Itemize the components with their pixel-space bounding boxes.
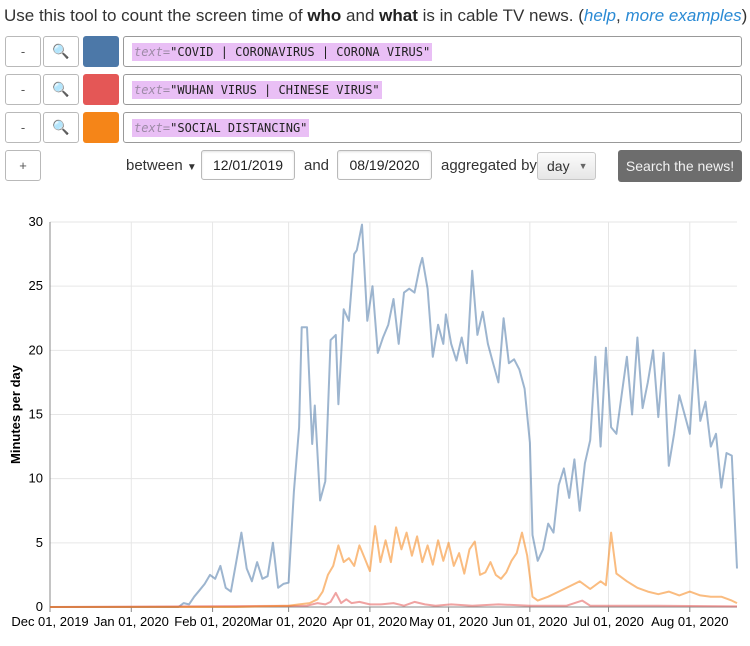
- remove-query-button[interactable]: -: [5, 74, 41, 105]
- query-text: text="SOCIAL DISTANCING": [132, 118, 310, 137]
- y-tick-label: 15: [29, 407, 43, 422]
- query-key: text=: [134, 82, 171, 97]
- series-line-2: [50, 525, 738, 608]
- intro-prefix: Use this tool to count the screen time o…: [4, 6, 308, 25]
- query-input[interactable]: text="SOCIAL DISTANCING": [123, 112, 742, 143]
- query-color-swatch[interactable]: [83, 74, 119, 105]
- query-key: text=: [134, 120, 171, 135]
- x-tick-label: Mar 01, 2020: [250, 614, 327, 629]
- search-icon: 🔍: [52, 81, 70, 97]
- intro-comma: ,: [616, 6, 626, 25]
- query-value: "SOCIAL DISTANCING": [170, 120, 308, 135]
- query-color-swatch[interactable]: [83, 112, 119, 143]
- search-icon: 🔍: [52, 43, 70, 59]
- caret-down-icon: ▼: [186, 162, 197, 173]
- query-text: text="WUHAN VIRUS | CHINESE VIRUS": [132, 80, 382, 99]
- aggregation-value: day: [547, 158, 570, 174]
- x-tick-label: Jun 01, 2020: [492, 614, 567, 629]
- x-tick-label: Aug 01, 2020: [651, 614, 728, 629]
- y-tick-label: 25: [29, 278, 43, 293]
- y-axis-title: Minutes per day: [8, 364, 23, 464]
- search-news-button[interactable]: Search the news!: [618, 150, 742, 182]
- query-input[interactable]: text="COVID | CORONAVIRUS | CORONA VIRUS…: [123, 36, 742, 67]
- y-tick-label: 30: [29, 214, 43, 229]
- end-date-input[interactable]: 08/19/2020: [337, 150, 432, 180]
- y-tick-label: 10: [29, 471, 43, 486]
- chevron-down-icon: ▼: [578, 161, 588, 171]
- query-value: "WUHAN VIRUS | CHINESE VIRUS": [170, 82, 380, 97]
- intro-suffix: is in cable TV news. (: [417, 6, 584, 25]
- x-tick-label: Apr 01, 2020: [333, 614, 407, 629]
- query-search-button[interactable]: 🔍: [43, 112, 79, 143]
- x-tick-label: Dec 01, 2019: [11, 614, 88, 629]
- query-text: text="COVID | CORONAVIRUS | CORONA VIRUS…: [132, 42, 433, 61]
- x-tick-label: Jul 01, 2020: [573, 614, 644, 629]
- query-input[interactable]: text="WUHAN VIRUS | CHINESE VIRUS": [123, 74, 742, 105]
- x-tick-label: Feb 01, 2020: [174, 614, 251, 629]
- query-search-button[interactable]: 🔍: [43, 36, 79, 67]
- add-query-button[interactable]: +: [5, 150, 41, 181]
- intro-text: Use this tool to count the screen time o…: [4, 6, 747, 26]
- series-line-1: [49, 591, 738, 608]
- x-tick-label: May 01, 2020: [409, 614, 488, 629]
- start-date-input[interactable]: 12/01/2019: [201, 150, 295, 180]
- aggregation-select[interactable]: day ▼: [537, 152, 596, 180]
- more-examples-link[interactable]: more examples: [625, 6, 742, 25]
- between-label: between: [126, 157, 183, 174]
- intro-close: ): [741, 6, 748, 25]
- query-color-swatch[interactable]: [83, 36, 119, 67]
- series-line-0: [50, 223, 738, 608]
- query-value: "COVID | CORONAVIRUS | CORONA VIRUS": [170, 44, 431, 59]
- x-tick-label: Jan 01, 2020: [94, 614, 169, 629]
- query-search-button[interactable]: 🔍: [43, 74, 79, 105]
- search-icon: 🔍: [52, 119, 70, 135]
- date-mode-dropdown[interactable]: between ▼: [126, 157, 197, 174]
- query-key: text=: [134, 44, 171, 59]
- and-label: and: [304, 157, 330, 174]
- remove-query-button[interactable]: -: [5, 36, 41, 67]
- aggregated-by-label: aggregated by: [441, 157, 537, 174]
- intro-and: and: [341, 6, 380, 25]
- y-tick-label: 5: [36, 535, 43, 550]
- help-link[interactable]: help: [583, 6, 616, 25]
- intro-who: who: [307, 6, 342, 25]
- y-tick-label: 0: [36, 599, 43, 614]
- intro-what: what: [379, 6, 418, 25]
- y-tick-label: 20: [29, 342, 43, 357]
- screen-time-chart: 0 5 10 15 20 25 30 Dec 01, 2019 Jan 01, 2020 Feb …: [8, 214, 738, 629]
- remove-query-button[interactable]: -: [5, 112, 41, 143]
